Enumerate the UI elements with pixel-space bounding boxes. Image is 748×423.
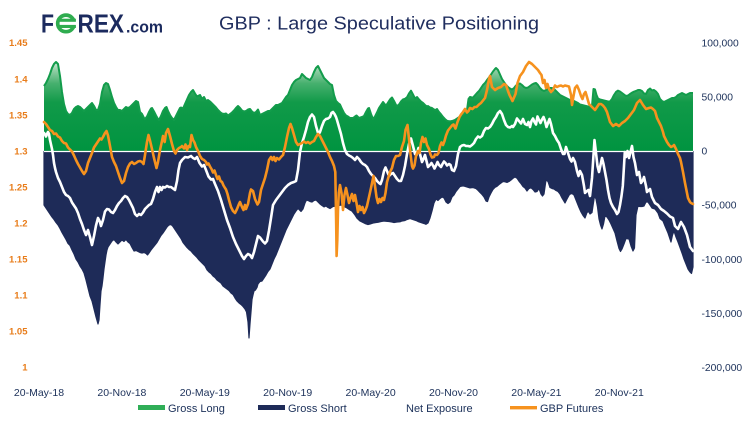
svg-text:1.05: 1.05 — [9, 327, 28, 338]
svg-text:1.4: 1.4 — [14, 74, 28, 85]
svg-text:1.35: 1.35 — [9, 110, 28, 121]
svg-text:-50,000: -50,000 — [702, 201, 737, 212]
svg-text:20-May-19: 20-May-19 — [180, 387, 230, 399]
svg-text:-150,000: -150,000 — [702, 309, 743, 320]
svg-text:1.3: 1.3 — [14, 146, 27, 157]
svg-text:20-May-20: 20-May-20 — [345, 387, 395, 399]
svg-text:Gross Short: Gross Short — [288, 403, 347, 415]
svg-text:20-May-18: 20-May-18 — [14, 387, 64, 399]
svg-text:Net Exposure: Net Exposure — [406, 403, 473, 415]
svg-text:0: 0 — [702, 147, 708, 158]
svg-text:100,000: 100,000 — [702, 39, 739, 50]
svg-text:20-Nov-20: 20-Nov-20 — [429, 387, 478, 399]
svg-text:REX: REX — [78, 9, 125, 39]
svg-text:20-May-21: 20-May-21 — [511, 387, 561, 399]
svg-text:1.2: 1.2 — [14, 219, 27, 230]
svg-text:50,000: 50,000 — [702, 93, 734, 104]
svg-text:GBP Futures: GBP Futures — [540, 403, 604, 415]
svg-text:1.45: 1.45 — [9, 38, 28, 49]
svg-text:GBP : Large Speculative Positi: GBP : Large Speculative Positioning — [219, 13, 539, 34]
svg-text:F: F — [41, 9, 54, 39]
svg-text:.com: .com — [126, 18, 163, 37]
svg-text:1.25: 1.25 — [9, 182, 28, 193]
svg-text:-200,000: -200,000 — [702, 363, 743, 374]
svg-text:Gross Long: Gross Long — [168, 403, 225, 415]
svg-text:1: 1 — [22, 363, 28, 374]
svg-text:20-Nov-18: 20-Nov-18 — [97, 387, 146, 399]
svg-text:-100,000: -100,000 — [702, 255, 743, 266]
svg-text:20-Nov-19: 20-Nov-19 — [263, 387, 312, 399]
svg-text:1.1: 1.1 — [14, 291, 28, 302]
svg-text:1.15: 1.15 — [9, 255, 28, 266]
svg-text:20-Nov-21: 20-Nov-21 — [595, 387, 644, 399]
